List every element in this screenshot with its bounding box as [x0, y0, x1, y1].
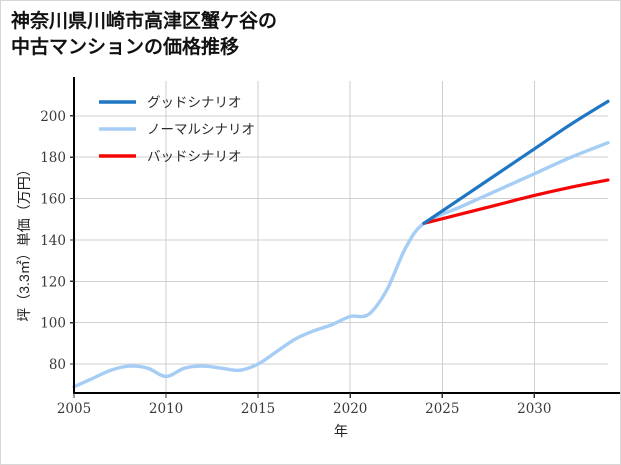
y-tick-label: 200 — [40, 109, 66, 125]
y-tick-label: 80 — [49, 357, 66, 373]
series-line-normal — [72, 141, 610, 389]
legend-item[interactable]: グッドシナリオ — [99, 95, 242, 110]
series-group — [72, 99, 610, 389]
y-axis-title: 坪（3.3㎡）単価（万円） — [16, 162, 32, 321]
axis-titles-group: 年 坪（3.3㎡）単価（万円） — [16, 162, 348, 439]
legend-label: バッドシナリオ — [147, 149, 242, 164]
legend-label: ノーマルシナリオ — [147, 122, 255, 137]
tick-labels-group: 80 100 120 140 160 180 200 2005 2010 2015 2020 2025… — [40, 109, 551, 417]
legend-item[interactable]: バッドシナリオ — [99, 149, 242, 164]
x-tick-label: 2005 — [57, 401, 91, 417]
series-line-good — [422, 99, 610, 225]
x-tick-label: 2025 — [425, 401, 459, 417]
x-tick-label: 2020 — [333, 401, 367, 417]
legend-item[interactable]: ノーマルシナリオ — [99, 122, 255, 137]
x-tick-label: 2015 — [241, 401, 275, 417]
y-tick-label: 180 — [40, 150, 66, 166]
chart-title: 神奈川県川崎市高津区蟹ケ谷の 中古マンションの価格推移 — [11, 11, 278, 58]
x-axis-title: 年 — [334, 423, 348, 439]
y-tick-label: 140 — [40, 233, 66, 249]
axes-group — [70, 77, 620, 398]
series-line-bad — [422, 178, 610, 225]
x-tick-label: 2010 — [149, 401, 183, 417]
y-tick-label: 160 — [40, 192, 66, 208]
y-tick-label: 100 — [40, 316, 66, 332]
legend-label: グッドシナリオ — [147, 95, 242, 110]
gridlines-group — [74, 81, 608, 393]
y-tick-label: 120 — [40, 274, 66, 290]
x-tick-label: 2030 — [517, 401, 551, 417]
